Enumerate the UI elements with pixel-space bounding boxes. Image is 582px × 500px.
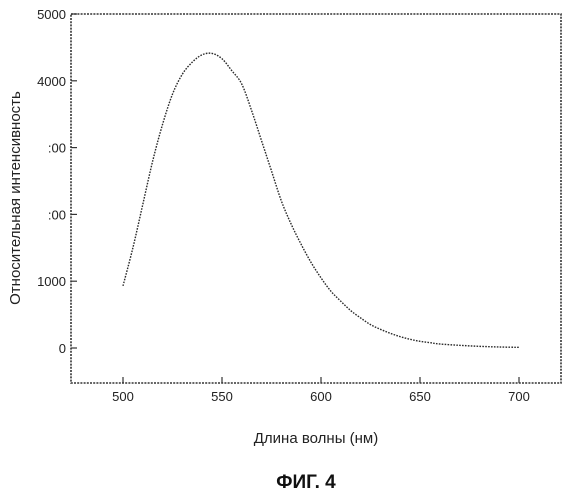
x-axis-title: Длина волны (нм)	[254, 430, 378, 447]
y-tick-label: 0	[59, 341, 66, 356]
x-tick-label: 600	[310, 389, 332, 404]
y-tick-label: :00	[48, 141, 66, 156]
y-tick-label: 4000	[37, 74, 66, 89]
y-tick-label: :00	[48, 207, 66, 222]
figure-caption: ФИГ. 4	[276, 472, 336, 493]
x-tick-label: 700	[508, 389, 530, 404]
x-tick-label: 500	[112, 389, 134, 404]
spectrum-line	[123, 53, 519, 347]
y-tick-label: 5000	[37, 7, 66, 22]
y-axis-title: Относительная интенсивность	[7, 91, 24, 305]
x-tick-label: 650	[409, 389, 431, 404]
x-axis-ticks: 500 550 600 650 700	[112, 377, 530, 404]
x-tick-label: 550	[211, 389, 233, 404]
y-tick-label: 1000	[37, 274, 66, 289]
